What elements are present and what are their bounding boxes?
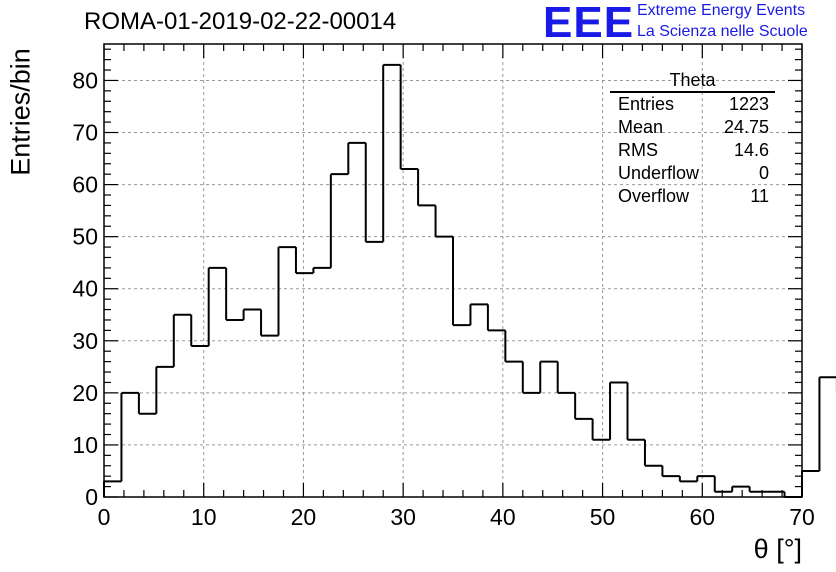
x-tick-label: 10	[191, 504, 217, 530]
stats-label: Entries	[618, 94, 675, 114]
stats-row-overflow: Overflow 11	[610, 185, 775, 208]
axis-ticks	[103, 44, 803, 498]
y-tick-label: 70	[72, 120, 98, 146]
y-tick-label: 10	[72, 432, 98, 458]
stats-label: Mean	[618, 117, 664, 137]
stats-label: Underflow	[618, 163, 700, 183]
stats-value: 24.75	[723, 117, 769, 137]
y-tick-label: 20	[72, 380, 98, 406]
stats-row-underflow: Underflow 0	[610, 162, 775, 185]
histogram-bins	[103, 63, 836, 498]
stats-box: Theta Entries 1223 Mean 24.75 RMS 14.6 U…	[610, 70, 775, 208]
tick-labels: 0 10 20 30 40 50 60 70 0 10 20 30 40 50 60 70 80	[72, 67, 814, 530]
x-tick-label: 50	[590, 504, 616, 530]
stats-title: Theta	[610, 70, 775, 93]
run-title: ROMA-01-2019-02-22-00014	[84, 8, 397, 35]
stats-row-mean: Mean 24.75	[610, 116, 775, 139]
x-tick-label: 20	[291, 504, 317, 530]
x-axis-label: θ [°]	[753, 534, 802, 564]
eee-logo-line2: La Scienza nelle Scuole	[637, 23, 808, 40]
stats-value: 11	[750, 186, 769, 206]
stats-row-entries: Entries 1223	[610, 93, 775, 116]
y-tick-label: 0	[85, 484, 98, 510]
x-tick-label: 40	[490, 504, 516, 530]
y-tick-label: 30	[72, 328, 98, 354]
stats-value: 0	[758, 163, 769, 183]
y-tick-label: 80	[72, 67, 98, 93]
x-tick-label: 60	[689, 504, 715, 530]
stats-value: 14.6	[733, 140, 769, 160]
stats-row-rms: RMS 14.6	[610, 139, 775, 162]
y-tick-label: 40	[72, 276, 98, 302]
eee-logo-line1: Extreme Energy Events	[637, 2, 806, 19]
y-axis-label: Entries/bin	[5, 48, 36, 176]
eee-logo: EEE	[543, 0, 635, 47]
y-tick-label: 50	[72, 224, 98, 250]
stats-label: Overflow	[618, 186, 690, 206]
y-tick-label: 60	[72, 172, 98, 198]
x-tick-label: 30	[390, 504, 416, 530]
plot-frame	[103, 43, 803, 498]
x-tick-label: 0	[98, 504, 111, 530]
stats-value: 1223	[728, 94, 769, 114]
x-tick-label: 70	[789, 504, 815, 530]
stats-label: RMS	[618, 140, 658, 160]
